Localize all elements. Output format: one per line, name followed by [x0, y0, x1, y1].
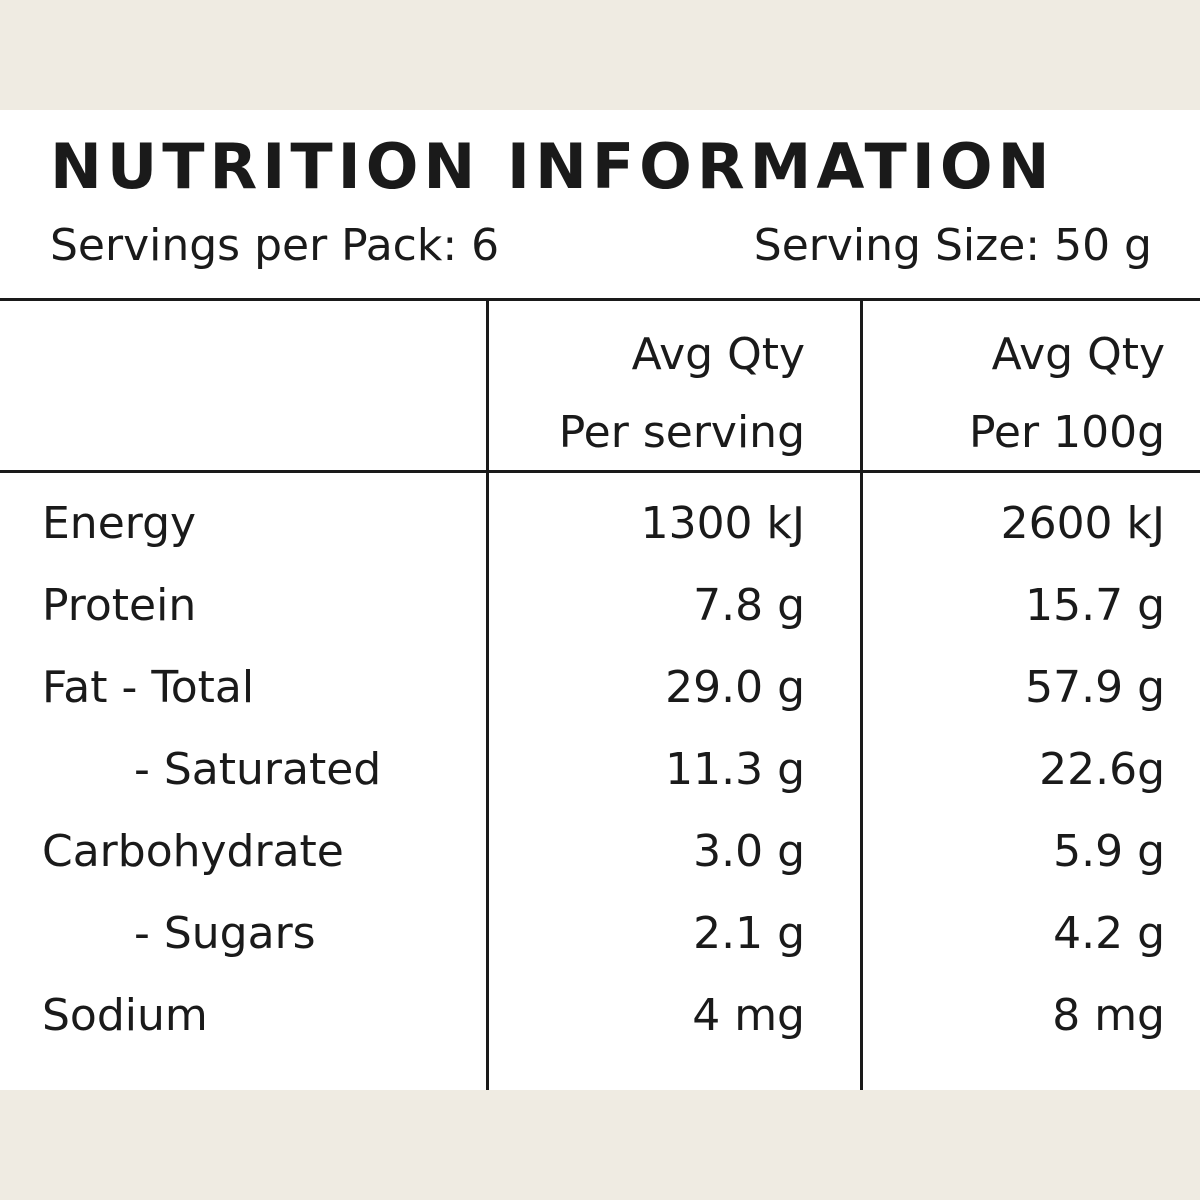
value-per-100g: 4.2 g [1053, 908, 1165, 959]
value-per-serving: 7.8 g [693, 580, 805, 631]
title: NUTRITION INFORMATION [50, 130, 1055, 203]
row-label: Carbohydrate [42, 826, 344, 877]
row-label: Fat - Total [42, 662, 255, 713]
value-per-serving: 4 mg [692, 990, 805, 1041]
value-per-serving: 11.3 g [665, 744, 805, 795]
row-label: Protein [42, 580, 197, 631]
value-per-100g: 22.6g [1039, 744, 1165, 795]
value-per-serving: 1300 kJ [640, 498, 805, 549]
value-per-100g: 57.9 g [1025, 662, 1165, 713]
column-header: Avg Qty [631, 329, 805, 380]
rule [0, 298, 1200, 301]
column-header: Per serving [558, 407, 805, 458]
value-per-100g: 5.9 g [1053, 826, 1165, 877]
column-header: Per 100g [968, 407, 1165, 458]
col-divider [486, 300, 489, 1090]
row-label: Sodium [42, 990, 208, 1041]
serving-size: Serving Size: 50 g [753, 220, 1152, 271]
value-per-100g: 2600 kJ [1000, 498, 1165, 549]
column-header: Avg Qty [991, 329, 1165, 380]
rule [0, 470, 1200, 473]
value-per-100g: 15.7 g [1025, 580, 1165, 631]
row-label: - Saturated [134, 744, 382, 795]
value-per-serving: 29.0 g [665, 662, 805, 713]
servings: Servings per Pack: 6 [50, 220, 500, 271]
value-per-serving: 3.0 g [693, 826, 805, 877]
nutrition-panel: NUTRITION INFORMATION Servings per Pack:… [0, 110, 1200, 1090]
row-label: Energy [42, 498, 197, 549]
value-per-100g: 8 mg [1052, 990, 1165, 1041]
col-divider [860, 300, 863, 1090]
row-label: - Sugars [134, 908, 316, 959]
value-per-serving: 2.1 g [693, 908, 805, 959]
